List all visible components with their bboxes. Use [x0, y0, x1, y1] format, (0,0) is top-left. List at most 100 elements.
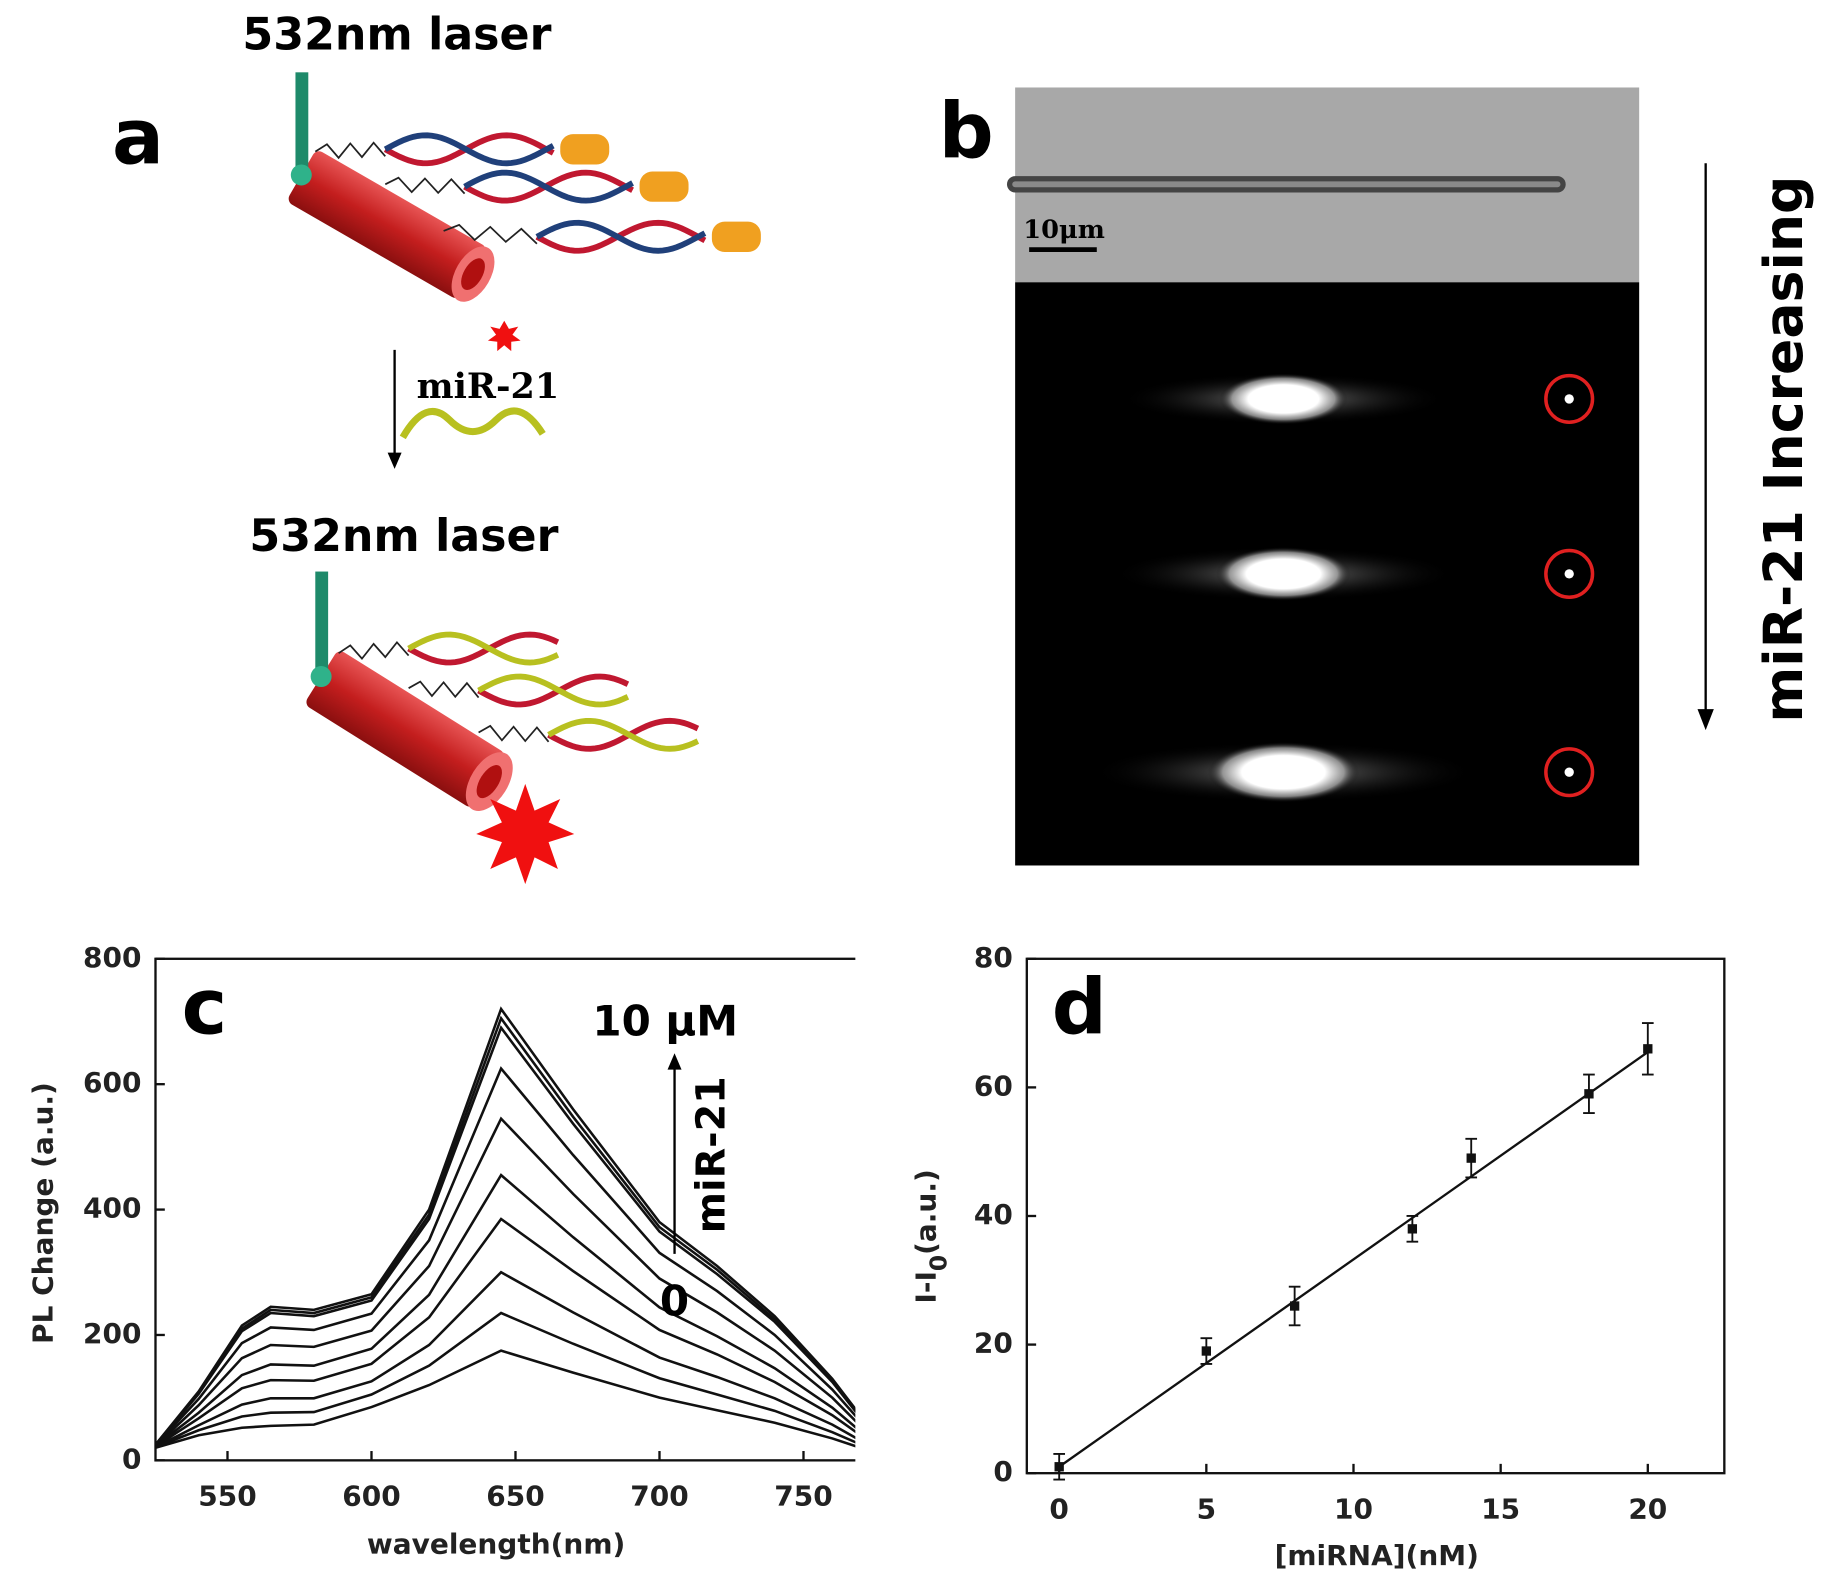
dna-strand	[477, 673, 630, 708]
dna-strand	[477, 673, 630, 708]
linker	[408, 680, 480, 699]
linker	[443, 223, 538, 245]
dna-group	[314, 132, 761, 752]
nanotube-top	[288, 72, 495, 302]
x-tick-label: 15	[1481, 1493, 1520, 1526]
x-tick-label: 5	[1197, 1493, 1216, 1526]
y-tick-label: 60	[974, 1069, 1013, 1102]
data-point	[1584, 1089, 1594, 1099]
spectrum-line	[154, 1116, 856, 1447]
annotation: 0	[660, 1277, 689, 1326]
x-axis-label: wavelength(nm)	[367, 1528, 625, 1561]
y-tick-label: 0	[122, 1442, 141, 1475]
dna-strand	[535, 219, 707, 254]
panel-label: c	[182, 963, 228, 1052]
fit-line	[1058, 1051, 1649, 1468]
dna-strand	[407, 631, 560, 666]
end-dot	[1564, 767, 1574, 777]
spectrum-line	[154, 1173, 856, 1447]
glow-spot	[1216, 546, 1351, 601]
annotation: 10 μM	[592, 997, 738, 1046]
spectrum-line	[154, 1025, 856, 1446]
x-tick-label: 600	[342, 1480, 400, 1513]
y-tick-label: 600	[83, 1066, 141, 1099]
glow-group	[1090, 373, 1595, 803]
spectrum-line	[154, 1217, 856, 1448]
target-label: miR-21	[417, 366, 560, 407]
panel-label: d	[1052, 963, 1107, 1052]
x-tick-label: 700	[630, 1480, 688, 1513]
spectrum-line	[154, 1066, 856, 1447]
panel-label: b	[939, 87, 994, 176]
x-tick-label: 650	[486, 1480, 544, 1513]
y-tick-label: 40	[974, 1198, 1013, 1231]
end-ring	[1544, 548, 1595, 599]
data-point	[1407, 1224, 1418, 1234]
x-tick-label: 20	[1628, 1493, 1667, 1526]
y-axis-label: I-I0(a.u.)	[910, 1169, 952, 1303]
x-axis-label: [miRNA](nM)	[1275, 1539, 1479, 1572]
y-tick-label: 200	[83, 1317, 141, 1350]
arrow-head	[667, 1053, 682, 1070]
dna-strand	[535, 219, 707, 254]
data-point	[1643, 1044, 1653, 1054]
trend-label: miR-21 Increasing	[1752, 176, 1815, 723]
quencher	[639, 171, 689, 202]
linker	[384, 176, 466, 195]
x-tick-label: 750	[774, 1480, 832, 1513]
dna-strand	[463, 169, 634, 204]
dna-strand	[407, 631, 560, 666]
panel-c: 550 600 650 700 750 800 0 200 400 600 800 10 μM miR-…	[27, 941, 976, 1561]
linker	[478, 724, 550, 743]
data-point	[1466, 1153, 1476, 1163]
x-tick-label: 800	[918, 1480, 976, 1513]
plot-frame	[1025, 957, 1726, 1475]
spectrum-line	[154, 1270, 856, 1449]
y-tick-label: 80	[974, 941, 1013, 974]
spectrum-line	[155, 1349, 856, 1450]
annotation: miR-21	[689, 1076, 735, 1233]
end-ring	[1544, 373, 1595, 424]
dna-strand	[547, 717, 700, 752]
y-axis-label-part: I-I	[910, 1271, 943, 1303]
dna-strand	[383, 132, 555, 167]
y-axis-label-part: (a.u.)	[910, 1169, 943, 1255]
x-tick-label: 10	[1334, 1493, 1373, 1526]
quencher	[560, 134, 610, 165]
data-point	[1289, 1301, 1300, 1311]
emission-small	[487, 320, 521, 352]
spectrum-line	[155, 1311, 856, 1449]
spectrum-line	[154, 1006, 856, 1446]
laser-label: 532nm laser	[249, 511, 558, 562]
linker	[338, 640, 410, 661]
y-axis-label: PL Change (a.u.)	[27, 1082, 60, 1344]
glow-spot	[1207, 741, 1360, 803]
end-dot	[1564, 569, 1574, 579]
y-axis-label-part: 0	[925, 1255, 952, 1271]
linker	[314, 141, 386, 160]
x-tick-label: 0	[1049, 1493, 1068, 1526]
y-tick-label: 0	[993, 1455, 1012, 1488]
panel-label: a	[112, 93, 164, 182]
y-tick-label: 400	[83, 1192, 141, 1225]
spectrum-line	[154, 1015, 856, 1446]
end-ring	[1544, 747, 1595, 798]
data-point	[1054, 1462, 1064, 1472]
laser-label: 532nm laser	[242, 9, 551, 60]
end-dot	[1564, 394, 1574, 404]
arrow-head	[1697, 709, 1714, 731]
emission-large	[476, 783, 575, 885]
arrow-head	[387, 452, 402, 469]
dna-strand	[463, 169, 634, 204]
dna-strand	[547, 717, 700, 752]
y-tick-label: 20	[974, 1327, 1013, 1360]
scale-bar-label: 10μm	[1023, 215, 1105, 245]
data-point	[1201, 1346, 1212, 1356]
dna-strand	[383, 132, 555, 167]
mirna-strand	[399, 407, 546, 440]
y-tick-label: 800	[83, 941, 141, 974]
x-tick-label: 550	[198, 1480, 256, 1513]
glow-spot	[1219, 373, 1348, 425]
